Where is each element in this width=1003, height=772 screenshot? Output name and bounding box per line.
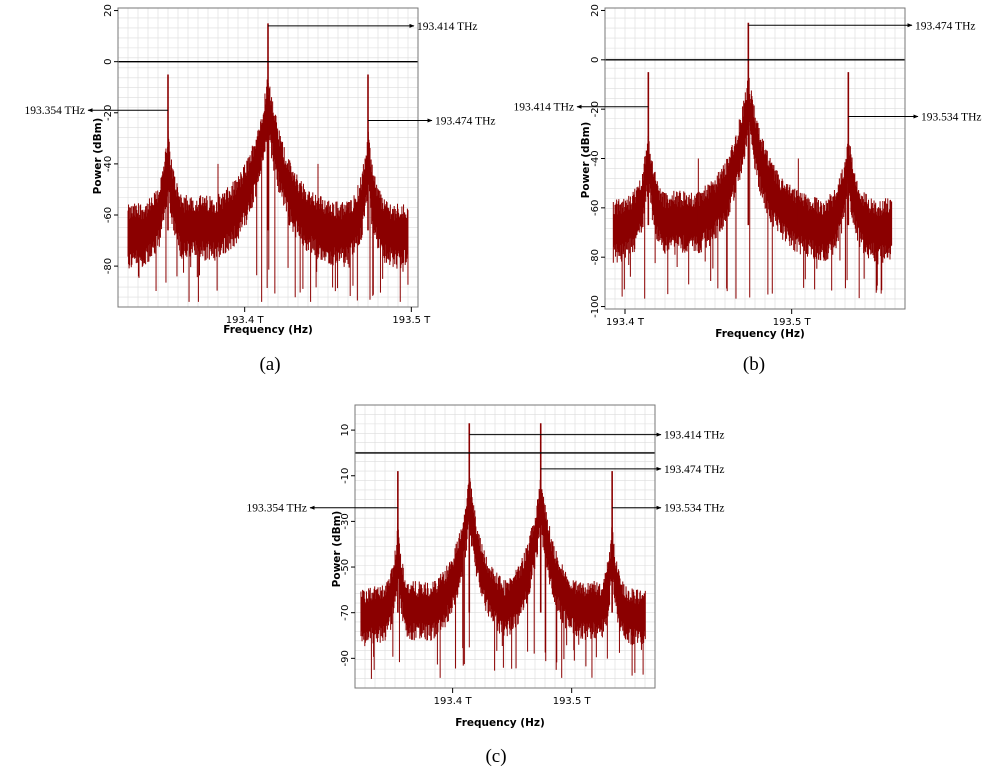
y-tick-label: -50 [340, 559, 351, 575]
annotation-label: 193.474 THz [664, 464, 724, 476]
y-tick-label: -100 [590, 295, 601, 318]
annotation-label: 193.474 THz [435, 115, 495, 127]
y-tick-label: -70 [340, 605, 351, 621]
panel-b: 20 0 -20 -40 -60 -80 -100 193.4 T 193.5 T 193.41… [514, 4, 982, 375]
annotations-a: 193.354 THz 193.414 THz 193.474 THz [25, 21, 496, 128]
y-tick-label: -60 [590, 200, 601, 216]
annotation-label: 193.354 THz [25, 105, 85, 117]
y-tick-label: 20 [103, 4, 114, 17]
x-tick-label: 193.4 T [226, 315, 265, 326]
annotation-label: 193.414 THz [664, 430, 724, 442]
x-tick-label: 193.4 T [434, 696, 473, 707]
annotation-label: 193.414 THz [514, 102, 574, 114]
plot-frame-c [354, 404, 656, 689]
y-axis-title-c: Power (dBm) [331, 511, 343, 588]
caption-a: (a) [259, 354, 280, 375]
y-tick-label: -80 [590, 249, 601, 265]
y-axis-title-a: Power (dBm) [92, 118, 104, 195]
y-tick-label: -10 [340, 468, 351, 484]
annotation-label: 193.534 THz [921, 112, 981, 124]
y-tick-label: -20 [590, 101, 601, 117]
noise-floor-trace-b [612, 77, 893, 299]
x-axis-title-b: Frequency (Hz) [715, 328, 805, 340]
y-tick-label: 0 [590, 57, 601, 63]
plot-area-b: 20 0 -20 -40 -60 -80 -100 193.4 T 193.5 T [590, 4, 906, 328]
x-tick-label: 193.5 T [773, 317, 812, 328]
y-tick-label: 0 [103, 58, 114, 64]
y-tick-label: -30 [340, 513, 351, 529]
y-tick-label: -80 [103, 258, 114, 274]
noise-floor-trace-a [127, 79, 409, 302]
plot-area-a: 20 0 -20 -40 -60 -80 193.4 T 193.5 T [103, 4, 431, 326]
y-tick-label: -90 [340, 650, 351, 666]
annotation-label: 193.414 THz [417, 21, 477, 33]
x-tick-label: 193.5 T [392, 315, 431, 326]
panel-c: 10 -10 -30 -50 -70 -90 193.4 T 193.5 T 193.414 … [247, 404, 725, 767]
y-tick-label: -60 [103, 207, 114, 223]
x-axis-title-a: Frequency (Hz) [223, 324, 313, 336]
y-axis-title-b: Power (dBm) [580, 122, 592, 199]
noise-floor-trace-c [360, 472, 646, 679]
grid-c [355, 405, 655, 688]
annotation-label: 193.354 THz [247, 503, 307, 515]
annotations-c: 193.414 THz 193.474 THz 193.354 THz 193.534… [247, 430, 725, 515]
annotation-label: 193.474 THz [915, 20, 975, 32]
x-axis-title-c: Frequency (Hz) [455, 717, 545, 729]
y-tick-label: -40 [590, 150, 601, 166]
y-tick-label: 10 [340, 424, 351, 437]
annotation-label: 193.534 THz [664, 503, 724, 515]
x-tick-label: 193.4 T [606, 317, 645, 328]
x-tick-label: 193.5 T [553, 696, 592, 707]
y-tick-label: -20 [103, 105, 114, 121]
y-tick-label: -40 [103, 156, 114, 172]
caption-b: (b) [743, 354, 765, 375]
plot-area-c: 10 -10 -30 -50 -70 -90 193.4 T 193.5 T [340, 404, 656, 707]
caption-c: (c) [485, 746, 506, 767]
y-tick-label: 20 [590, 4, 601, 17]
annotations-b: 193.414 THz 193.474 THz 193.534 THz [514, 20, 982, 123]
panel-a: 20 0 -20 -40 -60 -80 193.4 T 193.5 T 193.354 TH… [25, 4, 496, 375]
plot-frame-a [117, 7, 419, 308]
